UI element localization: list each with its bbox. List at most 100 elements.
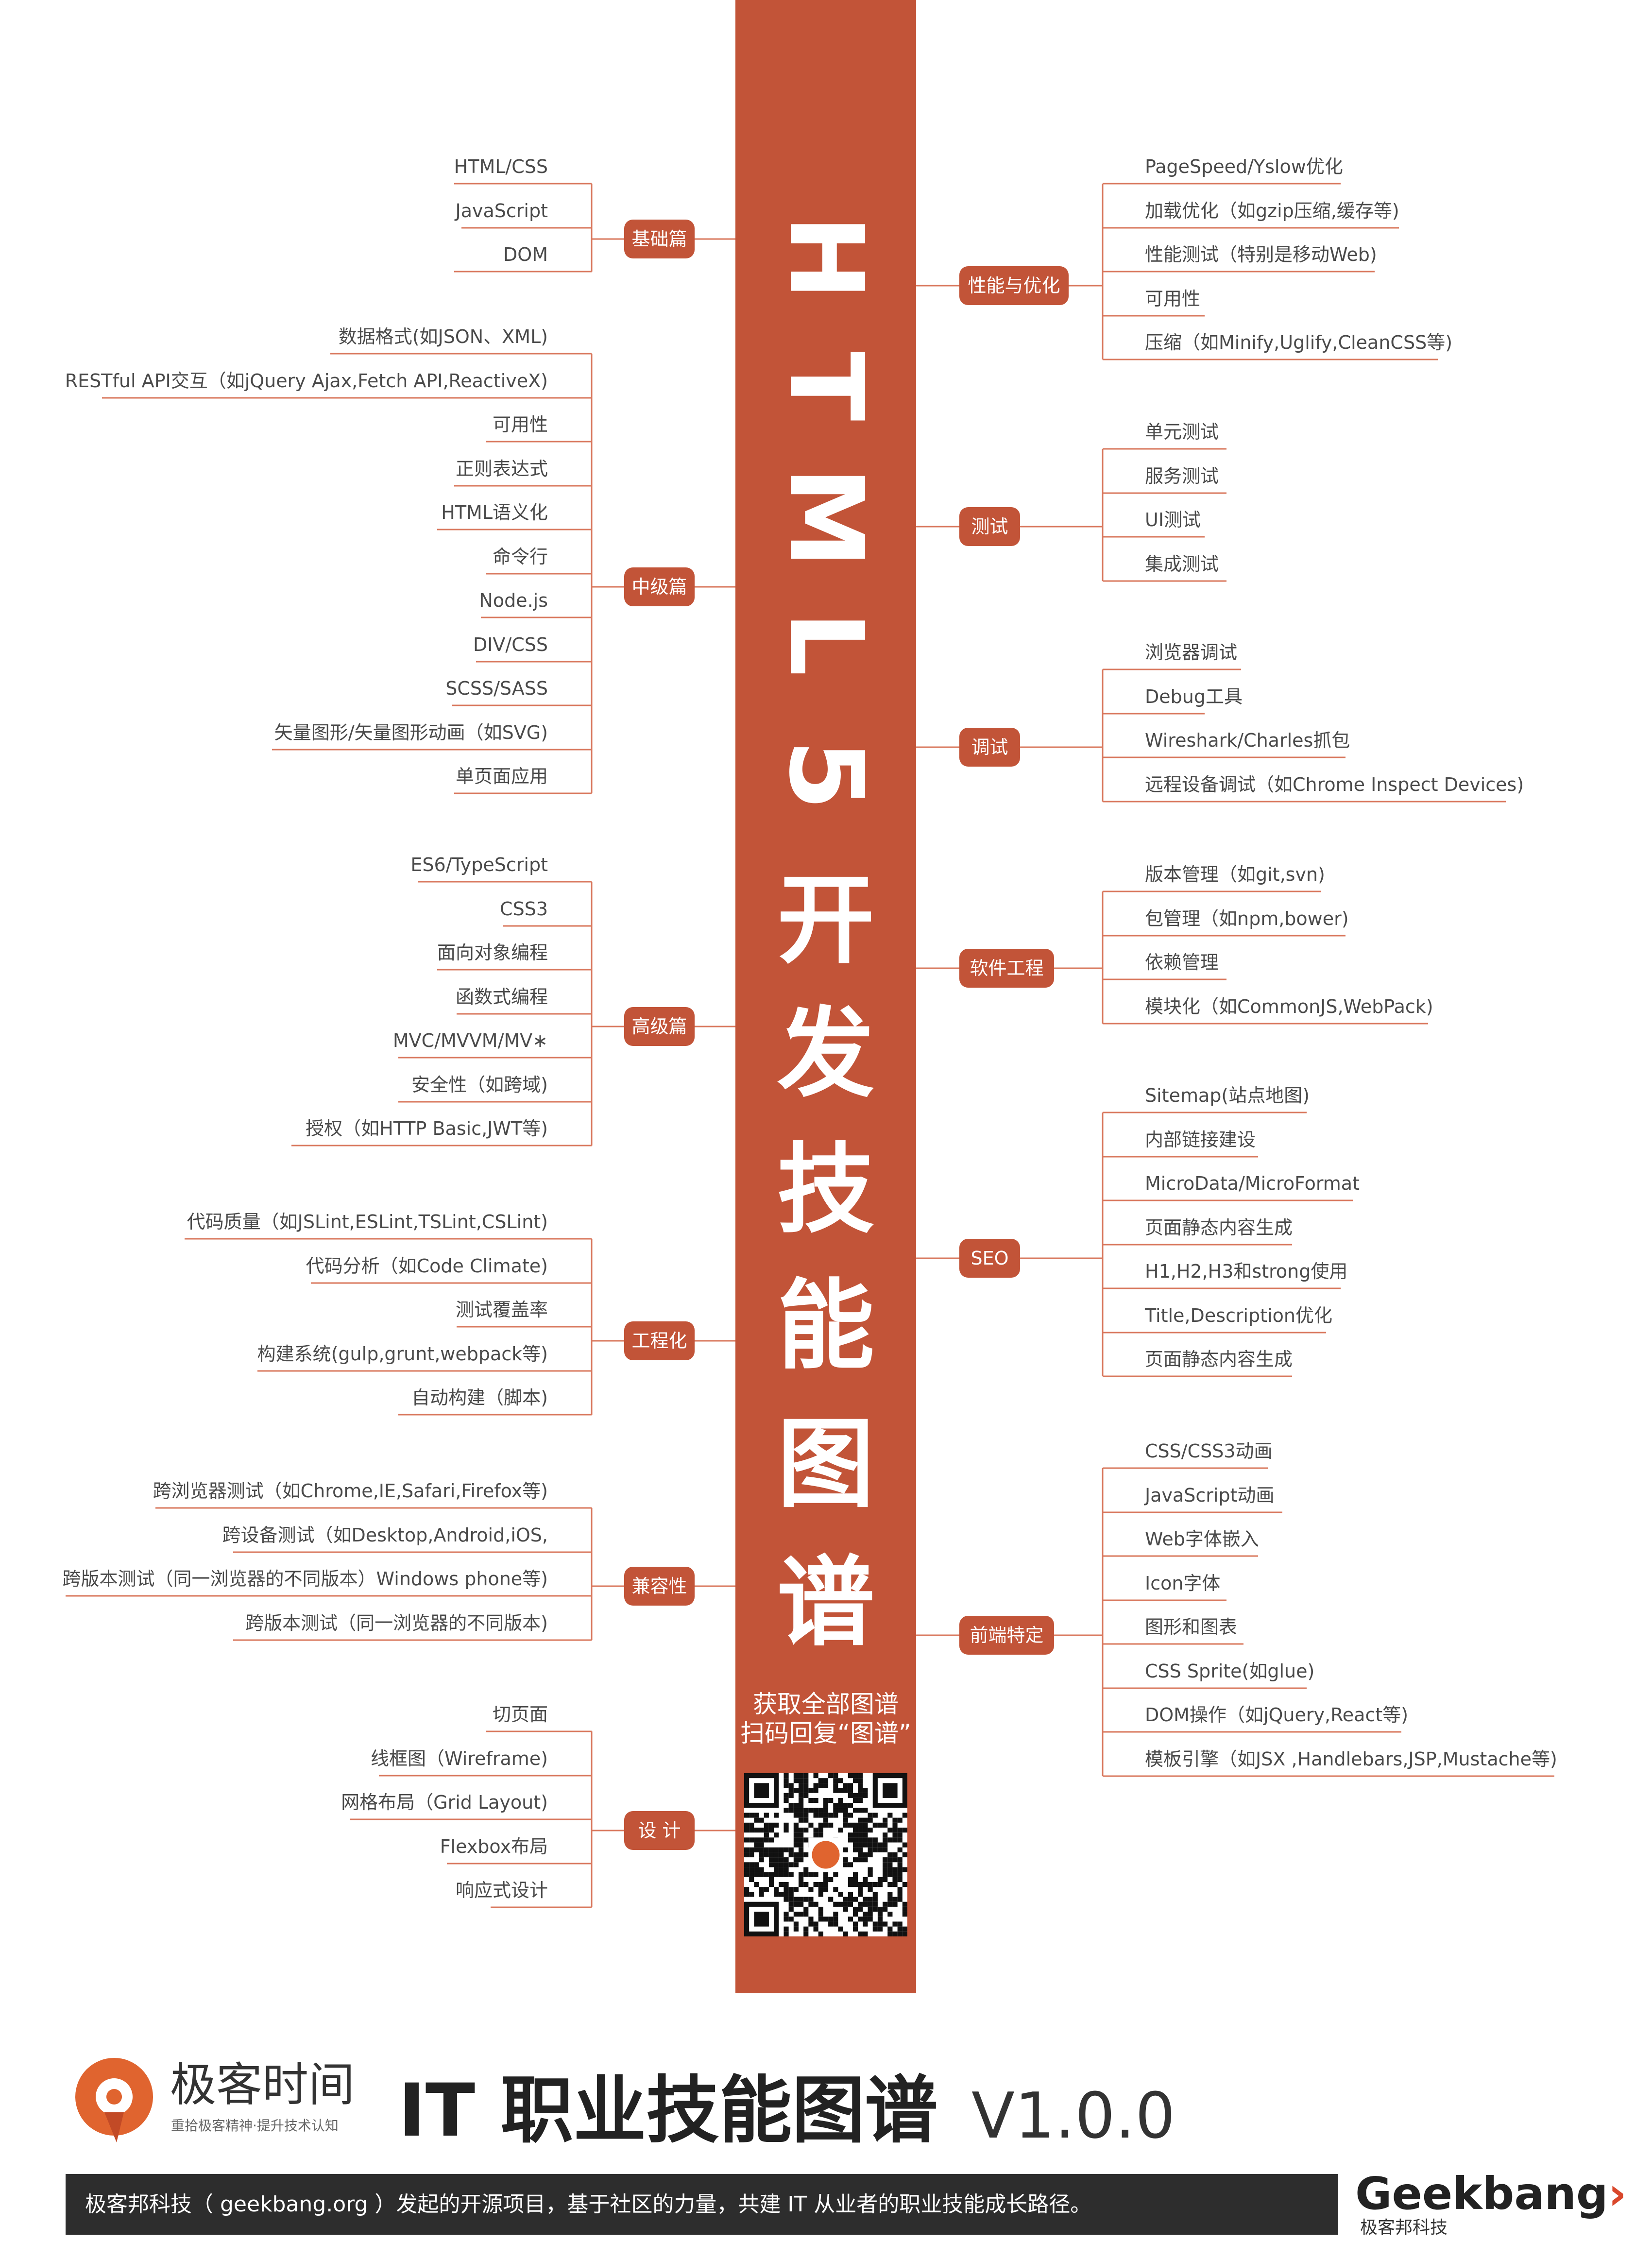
right-leaf-item: MicroData/MicroFormat bbox=[1145, 1173, 1360, 1194]
logo-name: 极客时间 bbox=[170, 2058, 355, 2112]
spine-title-char: 发 bbox=[777, 997, 874, 1111]
left-leaf-item: 线框图（Wireframe) bbox=[371, 1748, 548, 1769]
left-leaf-item: 跨浏览器测试（如Chrome,IE,Safari,Firefox等) bbox=[153, 1480, 548, 1502]
footer-title: IT 职业技能图谱 bbox=[398, 2069, 938, 2153]
right-leaf-item: 版本管理（如git,svn) bbox=[1145, 864, 1325, 885]
left-leaf-item: CSS3 bbox=[500, 898, 548, 920]
right-leaf-item: Wireshark/Charles抓包 bbox=[1145, 730, 1350, 751]
right-leaf-item: UI测试 bbox=[1145, 509, 1201, 531]
right-leaf-item: 依赖管理 bbox=[1145, 952, 1219, 973]
right-leaf-item: Debug工具 bbox=[1145, 686, 1243, 707]
right-leaf-item: CSS/CSS3动画 bbox=[1145, 1440, 1273, 1462]
branch-tag-left: 高级篇 bbox=[624, 1007, 695, 1046]
left-leaf-item: 命令行 bbox=[492, 546, 548, 567]
left-leaf-item: MVC/MVVM/MV∗ bbox=[392, 1030, 548, 1051]
right-leaf-item: 服务测试 bbox=[1145, 465, 1219, 487]
right-leaf-item: 页面静态内容生成 bbox=[1145, 1217, 1293, 1238]
left-leaf-item: 矢量图形/矢量图形动画（如SVG) bbox=[274, 722, 548, 743]
geektime-logo-icon bbox=[70, 2054, 158, 2146]
spine-title-char: 图 bbox=[777, 1408, 874, 1521]
left-leaf-item: 正则表达式 bbox=[455, 458, 548, 479]
branch-tag-right: 软件工程 bbox=[959, 949, 1054, 988]
spine-title-char: 5 bbox=[766, 739, 886, 811]
left-leaf-item: 跨版本测试（同一浏览器的不同版本）Windows phone等) bbox=[62, 1568, 548, 1590]
right-leaf-item: 性能测试（特别是移动Web) bbox=[1145, 244, 1377, 265]
branch-tag-left: 中级篇 bbox=[624, 567, 695, 606]
left-leaf-item: 测试覆盖率 bbox=[455, 1299, 548, 1320]
branch-tag-left: 设 计 bbox=[624, 1811, 695, 1850]
left-leaf-item: 切页面 bbox=[492, 1704, 548, 1725]
brand-mark-icon: › bbox=[1608, 2168, 1627, 2220]
left-leaf-item: 数据格式(如JSON、XML) bbox=[338, 326, 548, 347]
right-leaf-item: 远程设备调试（如Chrome Inspect Devices) bbox=[1145, 774, 1524, 795]
left-leaf-item: 网格布局（Grid Layout) bbox=[341, 1792, 548, 1813]
left-leaf-item: Flexbox布局 bbox=[440, 1836, 548, 1857]
spine-title-char: 能 bbox=[777, 1269, 874, 1383]
central-spine bbox=[735, 0, 916, 1993]
left-leaf-item: 响应式设计 bbox=[455, 1880, 548, 1901]
footer-version: V1.0.0 bbox=[971, 2079, 1175, 2153]
branch-tag-left: 兼容性 bbox=[624, 1567, 695, 1606]
cta-line-1: 获取全部图谱 bbox=[753, 1690, 899, 1718]
branch-tag-right: SEO bbox=[959, 1239, 1020, 1278]
left-leaf-item: 代码质量（如JSLint,ESLint,TSLint,CSLint) bbox=[187, 1211, 548, 1232]
left-leaf-item: DOM bbox=[503, 244, 548, 265]
right-leaf-item: Sitemap(站点地图) bbox=[1145, 1085, 1310, 1106]
right-leaf-item: 页面静态内容生成 bbox=[1145, 1349, 1293, 1370]
left-leaf-item: Node.js bbox=[479, 590, 548, 611]
spine-title-char: 谱 bbox=[777, 1546, 874, 1660]
left-leaf-item: HTML/CSS bbox=[454, 156, 548, 177]
right-leaf-item: Title,Description优化 bbox=[1145, 1305, 1332, 1326]
left-leaf-item: JavaScript bbox=[455, 200, 548, 222]
spine-title-char: 开 bbox=[777, 864, 874, 977]
right-leaf-item: 模块化（如CommonJS,WebPack) bbox=[1145, 996, 1433, 1017]
cta-line-2: 扫码回复“图谱” bbox=[740, 1719, 911, 1747]
right-leaf-item: Icon字体 bbox=[1145, 1573, 1221, 1594]
right-leaf-item: JavaScript动画 bbox=[1145, 1485, 1275, 1506]
right-leaf-item: 包管理（如npm,bower) bbox=[1145, 908, 1349, 929]
branch-tag-right: 测试 bbox=[959, 507, 1020, 546]
left-leaf-item: ES6/TypeScript bbox=[410, 854, 548, 875]
left-leaf-item: 面向对象编程 bbox=[437, 942, 548, 963]
left-leaf-item: 跨设备测试（如Desktop,Android,iOS, bbox=[222, 1524, 548, 1546]
right-leaf-item: PageSpeed/Yslow优化 bbox=[1145, 156, 1343, 177]
right-leaf-item: 压缩（如Minify,Uglify,CleanCSS等) bbox=[1145, 332, 1453, 353]
right-leaf-item: H1,H2,H3和strong使用 bbox=[1145, 1261, 1348, 1282]
left-leaf-item: RESTful API交互（如jQuery Ajax,Fetch API,Rea… bbox=[65, 370, 548, 392]
branch-tag-right: 前端特定 bbox=[959, 1616, 1054, 1655]
footer-band: 极客邦科技（ geekbang.org ）发起的开源项目，基于社区的力量，共建 … bbox=[66, 2174, 1338, 2235]
right-leaf-item: 内部链接建设 bbox=[1145, 1129, 1256, 1150]
left-leaf-item: 授权（如HTTP Basic,JWT等) bbox=[306, 1118, 548, 1139]
left-leaf-item: 函数式编程 bbox=[455, 986, 548, 1008]
left-leaf-item: 代码分析（如Code Climate) bbox=[306, 1255, 548, 1277]
geekbang-cn: 极客邦科技 bbox=[1360, 2218, 1448, 2238]
geekbang-logo[interactable]: Geekbang› bbox=[1355, 2172, 1627, 2216]
branch-tag-right: 性能与优化 bbox=[959, 266, 1069, 305]
left-leaf-item: 可用性 bbox=[492, 414, 548, 435]
left-leaf-item: SCSS/SASS bbox=[445, 678, 548, 699]
right-leaf-item: 加载优化（如gzip压缩,缓存等) bbox=[1145, 200, 1399, 222]
right-leaf-item: 浏览器调试 bbox=[1145, 642, 1238, 663]
right-leaf-item: 可用性 bbox=[1145, 288, 1201, 309]
left-leaf-item: 安全性（如跨域) bbox=[411, 1074, 548, 1095]
left-leaf-item: 自动构建（脚本) bbox=[411, 1387, 548, 1408]
right-leaf-item: 集成测试 bbox=[1145, 553, 1219, 575]
left-leaf-item: HTML语义化 bbox=[441, 502, 548, 523]
spine-title-char: 技 bbox=[777, 1133, 874, 1247]
left-leaf-item: 构建系统(gulp,grunt,webpack等) bbox=[257, 1343, 548, 1365]
right-leaf-item: DOM操作（如jQuery,React等) bbox=[1145, 1704, 1409, 1726]
branch-tag-right: 调试 bbox=[959, 728, 1020, 767]
left-leaf-item: DIV/CSS bbox=[473, 634, 548, 655]
right-leaf-item: Web字体嵌入 bbox=[1145, 1528, 1259, 1550]
right-leaf-item: 模板引擎（如JSX ,Handlebars,JSP,Mustache等) bbox=[1145, 1748, 1557, 1770]
right-leaf-item: 图形和图表 bbox=[1145, 1616, 1238, 1638]
branch-tag-left: 基础篇 bbox=[624, 220, 695, 258]
brand-part-a: Geek bbox=[1355, 2168, 1482, 2220]
qr-code[interactable] bbox=[744, 1773, 907, 1936]
left-leaf-item: 单页面应用 bbox=[455, 766, 548, 787]
left-leaf-item: 跨版本测试（同一浏览器的不同版本) bbox=[245, 1612, 548, 1634]
right-leaf-item: 单元测试 bbox=[1145, 421, 1219, 443]
branch-tag-left: 工程化 bbox=[624, 1321, 695, 1360]
right-leaf-item: CSS Sprite(如glue) bbox=[1145, 1660, 1315, 1682]
